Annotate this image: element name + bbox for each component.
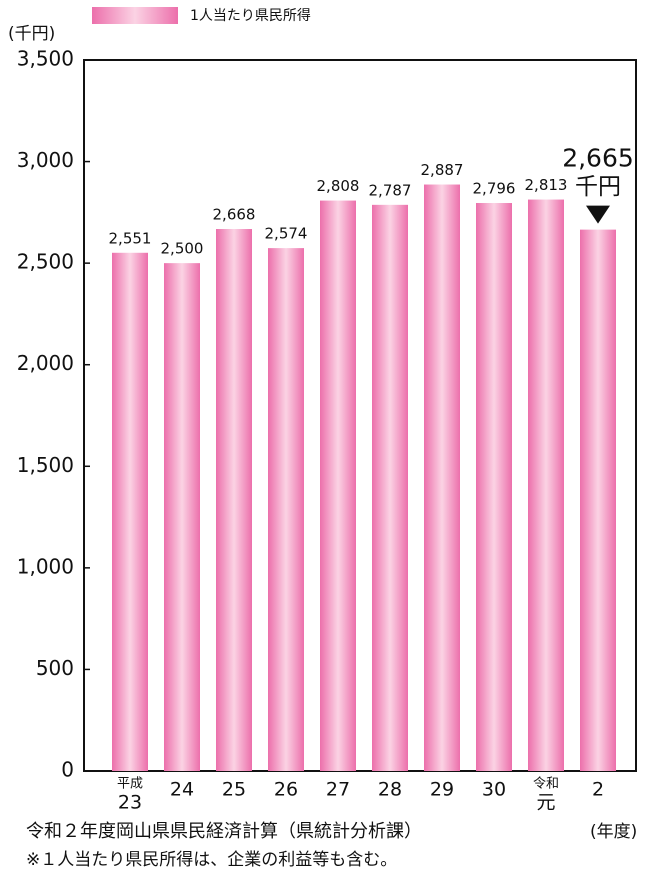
value-label: 2,808 bbox=[317, 177, 360, 195]
legend-swatch bbox=[92, 7, 178, 24]
highlight-arrow bbox=[586, 205, 610, 224]
x-tick-label: 23 bbox=[118, 792, 142, 814]
y-tick-label: 1,000 bbox=[17, 554, 74, 578]
value-label: 2,813 bbox=[525, 176, 568, 194]
bar bbox=[164, 263, 200, 771]
highlight-value-label: 2,665 bbox=[562, 144, 634, 173]
bar bbox=[528, 199, 564, 771]
bar bbox=[216, 229, 252, 771]
value-label: 2,551 bbox=[109, 229, 152, 247]
y-tick-label: 2,000 bbox=[17, 351, 74, 375]
value-label: 2,668 bbox=[213, 206, 256, 224]
value-label: 2,887 bbox=[421, 161, 464, 179]
legend-label: 1人当たり県民所得 bbox=[190, 7, 311, 24]
x-tick-label: 元 bbox=[536, 792, 555, 814]
x-tick-label: 24 bbox=[170, 779, 194, 801]
x-tick-era: 令和 bbox=[533, 777, 559, 792]
x-tick-label: 29 bbox=[430, 779, 454, 801]
y-tick-label: 3,500 bbox=[17, 47, 74, 71]
value-label: 2,500 bbox=[161, 240, 204, 258]
y-tick-label: 0 bbox=[61, 758, 74, 782]
x-tick-label: 27 bbox=[326, 779, 350, 801]
plot-frame bbox=[83, 59, 637, 772]
bar bbox=[476, 203, 512, 771]
value-label: 2,796 bbox=[473, 180, 516, 198]
y-tick-label: 3,000 bbox=[17, 148, 74, 172]
x-tick-label: 25 bbox=[222, 779, 246, 801]
x-tick-label: 26 bbox=[274, 779, 298, 801]
highlight-unit: 千円 bbox=[575, 174, 621, 200]
x-tick-label: 30 bbox=[482, 779, 506, 801]
x-tick-label: 28 bbox=[378, 779, 402, 801]
bar bbox=[580, 229, 616, 772]
y-tick-label: 1,500 bbox=[17, 453, 74, 477]
x-tick-label: 2 bbox=[592, 779, 604, 801]
x-tick-era: 平成 bbox=[117, 777, 143, 792]
bar bbox=[424, 184, 460, 772]
value-label: 2,574 bbox=[265, 225, 308, 243]
bar bbox=[372, 204, 408, 772]
y-tick-label: 500 bbox=[36, 656, 74, 680]
bar bbox=[112, 252, 148, 771]
x-axis-label: (年度) bbox=[590, 822, 637, 842]
y-axis-label: (千円) bbox=[8, 24, 55, 44]
bar bbox=[320, 200, 356, 772]
note: ※１人当たり県民所得は、企業の利益等も含む。 bbox=[26, 850, 397, 870]
y-tick-label: 2,500 bbox=[17, 250, 74, 274]
source: 令和２年度岡山県県民経済計算（県統計分析課） bbox=[26, 821, 422, 842]
value-label: 2,787 bbox=[369, 181, 412, 199]
bar bbox=[268, 248, 304, 771]
